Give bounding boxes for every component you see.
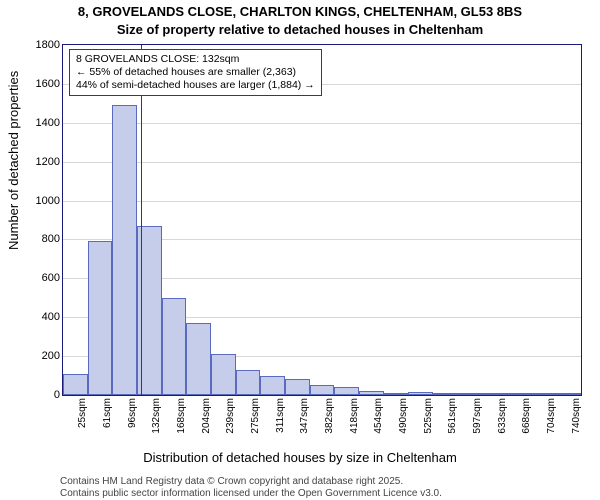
- x-tick-label: 239sqm: [225, 398, 236, 434]
- y-tick-label: 1800: [20, 39, 60, 51]
- x-tick-label: 61sqm: [102, 398, 113, 428]
- x-tick-label: 454sqm: [373, 398, 384, 434]
- x-tick-label: 597sqm: [472, 398, 483, 434]
- y-tick-label: 1200: [20, 156, 60, 168]
- x-tick-label: 347sqm: [299, 398, 310, 434]
- x-axis-label: Distribution of detached houses by size …: [0, 450, 600, 465]
- y-ticks: 020040060080010001200140016001800: [0, 44, 600, 396]
- y-tick-label: 600: [20, 272, 60, 284]
- x-ticks: 25sqm 61sqm 96sqm 132sqm 168sqm 204sqm 239sqm 2…: [62, 398, 582, 450]
- x-tick-label: 96sqm: [127, 398, 138, 428]
- y-tick-label: 0: [20, 389, 60, 401]
- x-tick-label: 168sqm: [176, 398, 187, 434]
- y-tick-label: 1600: [20, 78, 60, 90]
- x-tick-label: 25sqm: [77, 398, 88, 428]
- y-tick-label: 1000: [20, 195, 60, 207]
- y-tick-label: 200: [20, 350, 60, 362]
- x-tick-label: 418sqm: [349, 398, 360, 434]
- chart-container: 8, GROVELANDS CLOSE, CHARLTON KINGS, CHE…: [0, 0, 600, 500]
- footer-line1: Contains HM Land Registry data © Crown c…: [60, 476, 403, 487]
- y-tick-label: 800: [20, 233, 60, 245]
- x-tick-label: 740sqm: [571, 398, 582, 434]
- x-tick-label: 704sqm: [546, 398, 557, 434]
- x-tick-label: 132sqm: [151, 398, 162, 434]
- y-tick-label: 400: [20, 311, 60, 323]
- x-tick-label: 490sqm: [398, 398, 409, 434]
- x-tick-label: 561sqm: [447, 398, 458, 434]
- y-tick-label: 1400: [20, 117, 60, 129]
- footer-line2: Contains public sector information licen…: [60, 488, 442, 499]
- x-tick-label: 311sqm: [275, 398, 286, 433]
- x-tick-label: 382sqm: [324, 398, 335, 434]
- x-tick-label: 668sqm: [521, 398, 532, 434]
- x-tick-label: 633sqm: [497, 398, 508, 434]
- x-tick-label: 275sqm: [250, 398, 261, 434]
- chart-title-line1: 8, GROVELANDS CLOSE, CHARLTON KINGS, CHE…: [0, 4, 600, 19]
- x-tick-label: 204sqm: [201, 398, 212, 434]
- x-tick-label: 525sqm: [423, 398, 434, 434]
- chart-title-line2: Size of property relative to detached ho…: [0, 22, 600, 37]
